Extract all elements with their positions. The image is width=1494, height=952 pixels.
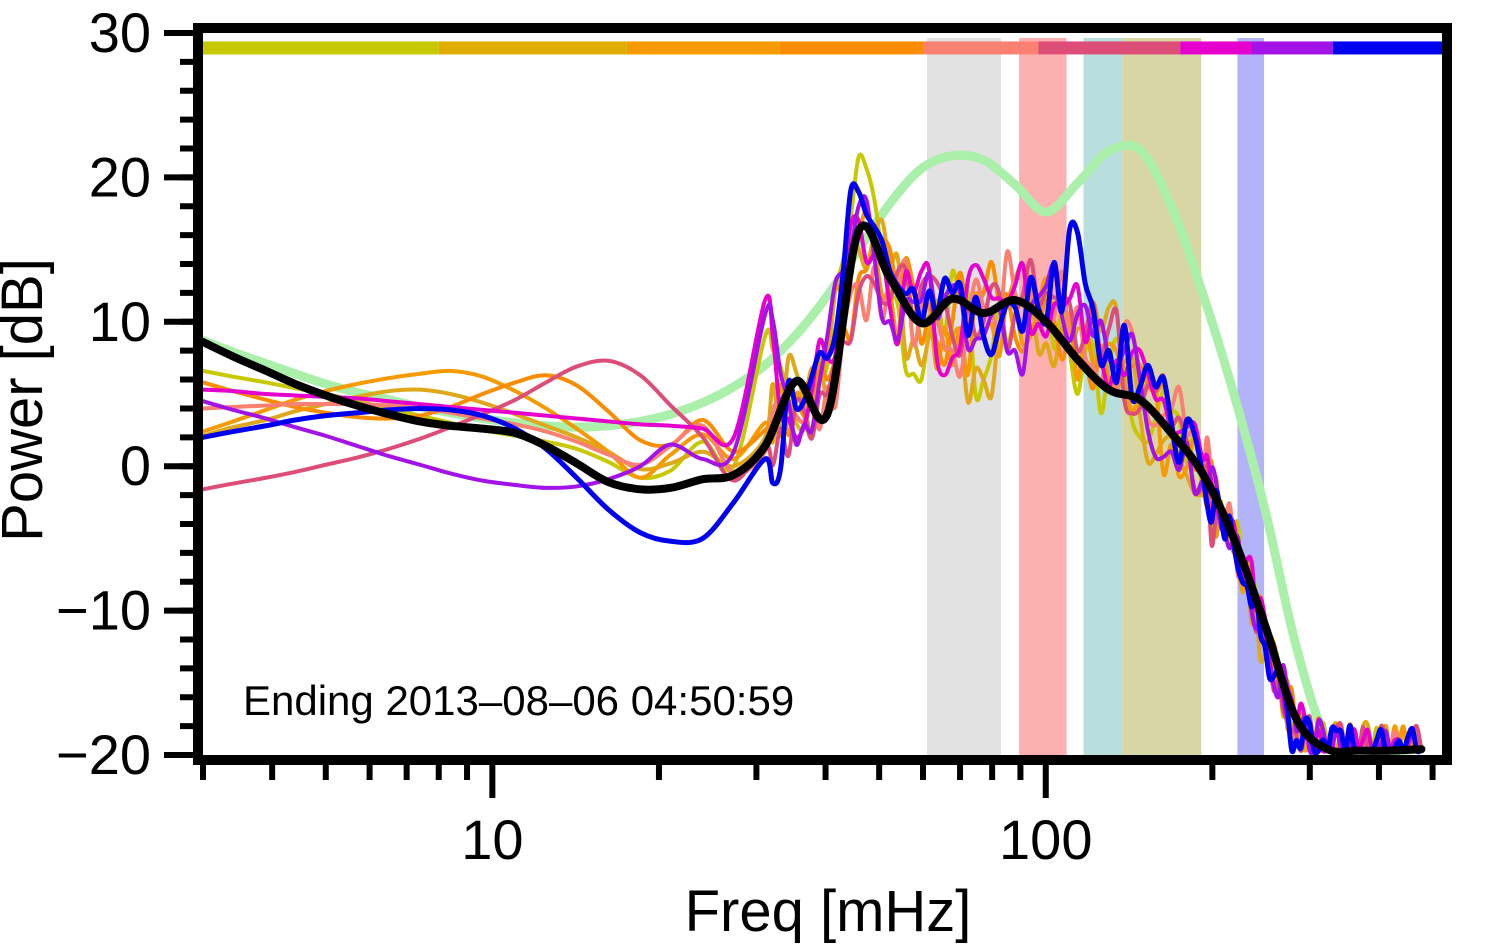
y-tick-label: −20: [56, 723, 151, 786]
y-tick-label: 20: [89, 145, 151, 208]
plot-frame: [193, 23, 1452, 765]
colorbar-segment-5: [1038, 41, 1181, 55]
colorbar-segment-1: [438, 41, 627, 55]
y-tick-label: 0: [120, 434, 151, 497]
colorbar-segment-3: [779, 41, 923, 55]
y-tick-label: −10: [56, 579, 151, 642]
annotation-ending-timestamp: Ending 2013–08–06 04:50:59: [243, 677, 794, 724]
axes-frame: [193, 23, 1452, 765]
y-axis-title: Power [dB]: [0, 258, 55, 542]
colorbar-segment-6: [1180, 41, 1252, 55]
band-pink: [1019, 38, 1067, 755]
shaded-bands-group: [926, 38, 1265, 755]
axis-ticks-group: [164, 30, 1436, 798]
colorbar-segment-8: [1332, 41, 1442, 55]
x-axis-title: Freq [mHz]: [685, 879, 972, 944]
colorbar-segment-4: [922, 41, 1039, 55]
y-tick-label: 30: [89, 1, 151, 64]
x-tick-label: 100: [999, 808, 1092, 871]
colorbar-segment-7: [1251, 41, 1333, 55]
colorbar-segment-2: [626, 41, 780, 55]
series-spectrum-blue: [200, 181, 1424, 756]
x-tick-label: 10: [461, 808, 523, 871]
colorbar-segment-0: [203, 41, 439, 55]
y-tick-label: 10: [89, 290, 151, 353]
series-average-spectrum: [199, 221, 1426, 756]
colorbar-strip: [203, 41, 1442, 55]
spectra-curves-group: [198, 140, 1426, 756]
